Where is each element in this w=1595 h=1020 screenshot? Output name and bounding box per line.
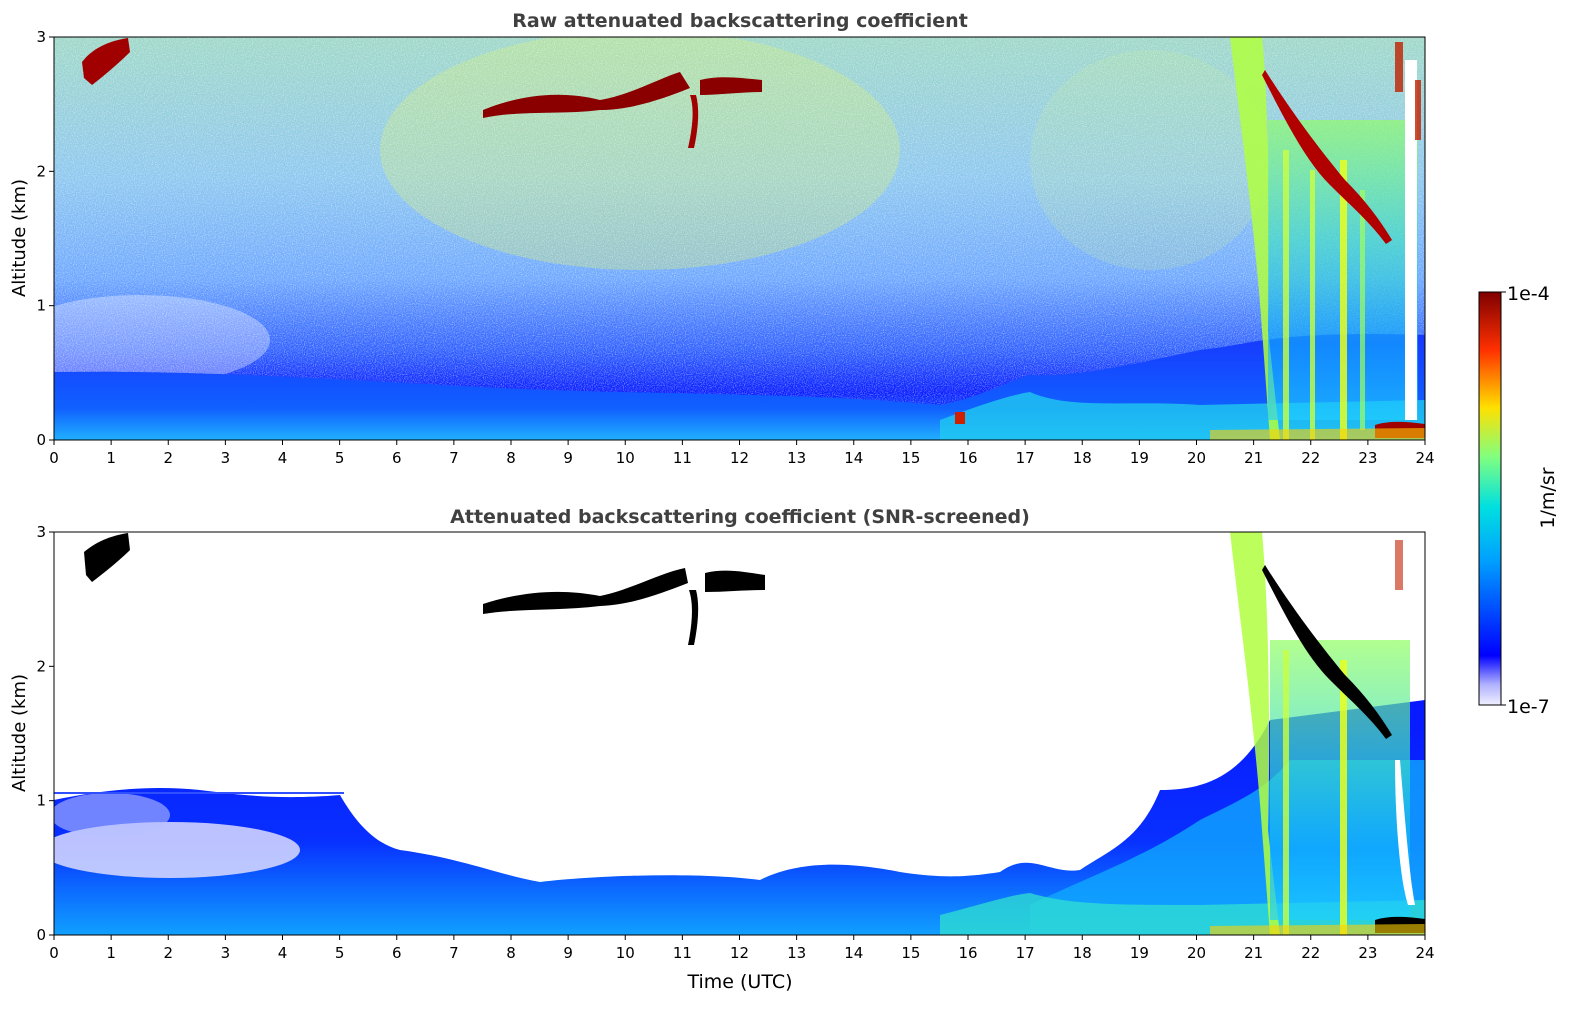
y-axis-label-raw: Altitude (km) xyxy=(9,179,30,297)
x-tick-label: 3 xyxy=(221,449,231,467)
colorbar-gradient xyxy=(1478,291,1502,706)
x-tick-label: 10 xyxy=(616,449,635,467)
x-tick-label: 16 xyxy=(958,944,977,962)
x-tick-label: 24 xyxy=(1415,449,1434,467)
x-tick-label: 3 xyxy=(221,944,231,962)
x-tick-label: 15 xyxy=(901,449,920,467)
x-tick-label: 9 xyxy=(563,944,573,962)
x-tick-label: 4 xyxy=(278,944,288,962)
x-tick-label: 21 xyxy=(1244,449,1263,467)
x-tick-label: 2 xyxy=(163,944,173,962)
x-tick-label: 17 xyxy=(1016,944,1035,962)
x-tick-label: 22 xyxy=(1301,944,1320,962)
x-tick-label: 1 xyxy=(106,944,116,962)
colorbar-unit-label: 1/m/sr xyxy=(1537,467,1559,528)
x-tick-label: 20 xyxy=(1187,449,1206,467)
colorbar: 1e-4 1e-7 1/m/sr xyxy=(1478,283,1559,718)
y-tick-label: 2 xyxy=(36,162,46,180)
x-tick-label: 19 xyxy=(1130,944,1149,962)
x-tick-label: 18 xyxy=(1073,944,1092,962)
x-tick-label: 5 xyxy=(335,449,345,467)
colorbar-max-label: 1e-4 xyxy=(1507,283,1550,305)
panel-title-raw: Raw attenuated backscattering coefficien… xyxy=(512,10,968,32)
x-tick-label: 6 xyxy=(392,944,402,962)
x-tick-label: 4 xyxy=(278,449,288,467)
x-tick-label: 13 xyxy=(787,944,806,962)
x-tick-label: 6 xyxy=(392,449,402,467)
y-tick-label: 1 xyxy=(36,792,46,810)
screened-axes: 0 1 2 3 4 5 6 7 8 9 10 11 12 13 14 15 16 17 18 19 20 21 22 23 24… xyxy=(36,523,1434,962)
x-tick-label: 14 xyxy=(844,449,863,467)
x-tick-label: 17 xyxy=(1016,449,1035,467)
y-tick-label: 0 xyxy=(36,926,46,944)
x-tick-label: 16 xyxy=(958,449,977,467)
x-axis-label: Time (UTC) xyxy=(686,971,792,993)
x-tick-label: 12 xyxy=(730,449,749,467)
x-tick-label: 21 xyxy=(1244,944,1263,962)
raw-heatmap xyxy=(54,37,1425,440)
x-tick-label: 10 xyxy=(616,944,635,962)
x-tick-label: 23 xyxy=(1358,449,1377,467)
x-tick-label: 7 xyxy=(449,944,459,962)
x-tick-label: 13 xyxy=(787,449,806,467)
x-tick-label: 9 xyxy=(563,449,573,467)
x-tick-label: 23 xyxy=(1358,944,1377,962)
x-tick-label: 5 xyxy=(335,944,345,962)
x-tick-label: 8 xyxy=(506,944,516,962)
y-tick-label: 1 xyxy=(36,297,46,315)
raw-axes: 0 1 2 3 4 5 6 7 8 9 10 11 12 13 14 15 16 17 18 19 20 21 22 23 24… xyxy=(36,28,1434,467)
x-tick-label: 11 xyxy=(673,944,692,962)
x-tick-label: 19 xyxy=(1130,449,1149,467)
y-axis-label-screened: Altitude (km) xyxy=(9,674,30,792)
x-tick-label: 14 xyxy=(844,944,863,962)
y-tick-label: 2 xyxy=(36,657,46,675)
x-tick-label: 15 xyxy=(901,944,920,962)
x-tick-label: 2 xyxy=(163,449,173,467)
x-tick-label: 18 xyxy=(1073,449,1092,467)
colorbar-min-label: 1e-7 xyxy=(1507,696,1550,718)
raw-backscatter-panel: Raw attenuated backscattering coefficien… xyxy=(9,10,1435,467)
x-tick-label: 0 xyxy=(49,944,59,962)
x-tick-label: 0 xyxy=(49,449,59,467)
x-tick-label: 11 xyxy=(673,449,692,467)
x-tick-label: 7 xyxy=(449,449,459,467)
x-tick-label: 12 xyxy=(730,944,749,962)
x-tick-label: 8 xyxy=(506,449,516,467)
x-tick-label: 1 xyxy=(106,449,116,467)
screened-backscatter-panel: Attenuated backscattering coefficient (S… xyxy=(9,506,1435,993)
x-tick-label: 20 xyxy=(1187,944,1206,962)
x-tick-label: 24 xyxy=(1415,944,1434,962)
y-tick-label: 3 xyxy=(36,28,46,46)
x-tick-label: 22 xyxy=(1301,449,1320,467)
panel-title-screened: Attenuated backscattering coefficient (S… xyxy=(450,506,1030,528)
screened-heatmap xyxy=(54,532,1425,935)
y-tick-label: 3 xyxy=(36,523,46,541)
y-tick-label: 0 xyxy=(36,431,46,449)
